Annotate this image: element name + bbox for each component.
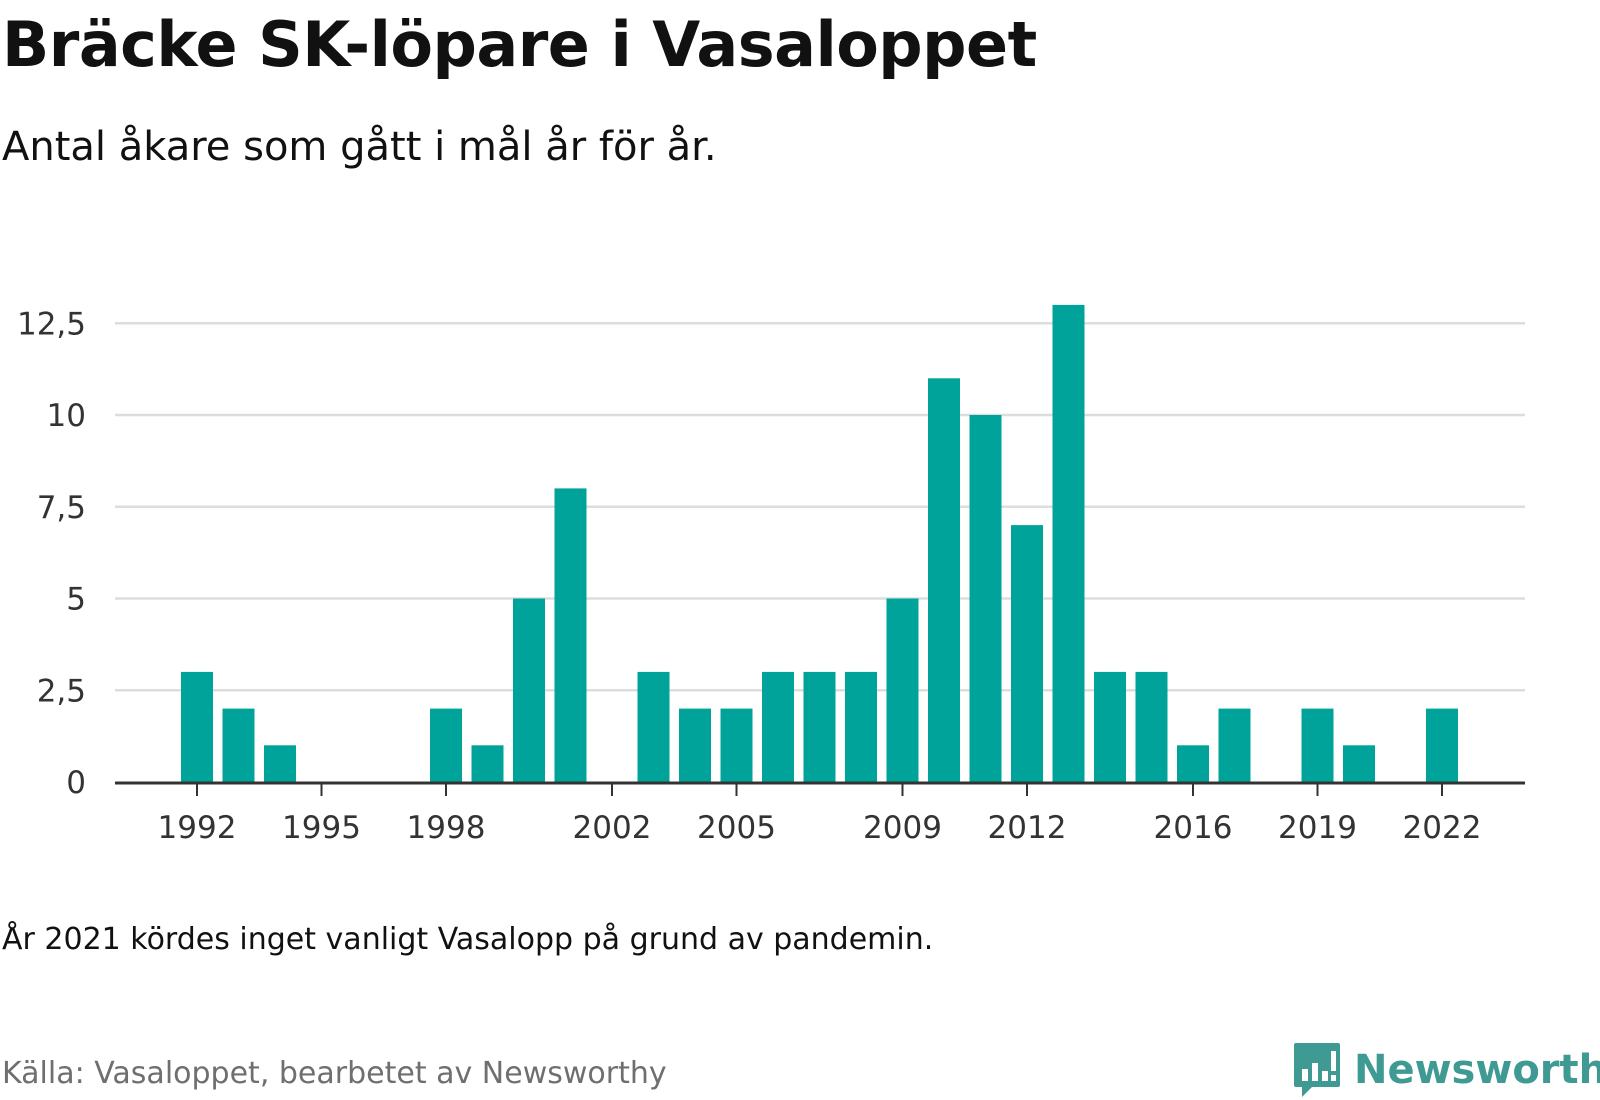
bar-2011 [969, 415, 1002, 782]
chart-note: År 2021 kördes inget vanligt Vasalopp på… [2, 922, 934, 957]
bar-2019 [1301, 708, 1334, 782]
brand-name: Newsworthy [1354, 1047, 1600, 1093]
bar-2003 [637, 671, 670, 782]
bar-2001 [554, 488, 587, 782]
x-axis-labels: 1992 1995 1998 2002 2005 2009 2012 2016 2019 2022 [158, 810, 1482, 846]
bar-2004 [679, 708, 711, 782]
bar-chart: 0 2,5 5 7,5 10 12,5 1992 1995 1998 2002 2005 2009 2… [17, 304, 1525, 846]
y-tick-label: 2,5 [37, 673, 86, 709]
bar-2005 [720, 708, 753, 782]
bar-1994 [264, 745, 296, 782]
y-tick-label: 12,5 [17, 306, 86, 342]
bar-1992 [181, 671, 213, 782]
bar-1998 [430, 708, 462, 782]
bar-2008 [845, 671, 877, 782]
bar-2012 [1011, 525, 1043, 782]
bar-2009 [886, 598, 919, 782]
bars [181, 304, 1458, 782]
newsworthy-brand: Newsworthy [1292, 1040, 1600, 1100]
bar-2017 [1218, 708, 1251, 782]
bar-1999 [471, 745, 504, 782]
y-axis-labels: 0 2,5 5 7,5 10 12,5 [17, 306, 86, 801]
x-axis [115, 781, 1525, 796]
bar-2010 [928, 378, 960, 782]
bar-2015 [1135, 671, 1168, 782]
bar-1993 [222, 708, 255, 782]
x-tick-label: 2019 [1278, 810, 1357, 846]
bar-2020 [1343, 745, 1375, 782]
newsworthy-logo-icon [1294, 1043, 1340, 1097]
x-tick-label: 2012 [988, 810, 1067, 846]
x-tick-label: 2005 [697, 810, 776, 846]
y-tick-label: 10 [47, 398, 86, 434]
y-tick-label: 0 [66, 765, 86, 801]
bar-2006 [762, 671, 794, 782]
x-tick-label: 2016 [1154, 810, 1233, 846]
chart-title: Bräcke SK-löpare i Vasaloppet [2, 8, 1037, 81]
bar-2016 [1177, 745, 1209, 782]
source-text: Källa: Vasaloppet, bearbetet av Newswort… [2, 1056, 667, 1091]
gridlines [115, 322, 1525, 692]
x-tick-label: 2022 [1403, 810, 1482, 846]
x-tick-label: 1995 [282, 810, 361, 846]
bar-2000 [513, 598, 545, 782]
x-tick-label: 2009 [863, 810, 942, 846]
bar-2007 [803, 671, 836, 782]
bar-2022 [1426, 708, 1458, 782]
chart-subtitle: Antal åkare som gått i mål år för år. [2, 124, 717, 170]
y-tick-label: 7,5 [37, 490, 86, 526]
x-tick-label: 1992 [158, 810, 237, 846]
x-tick-label: 2002 [573, 810, 652, 846]
y-tick-label: 5 [66, 582, 86, 618]
bar-2013 [1052, 304, 1085, 782]
x-tick-label: 1998 [407, 810, 486, 846]
bar-2014 [1094, 671, 1126, 782]
